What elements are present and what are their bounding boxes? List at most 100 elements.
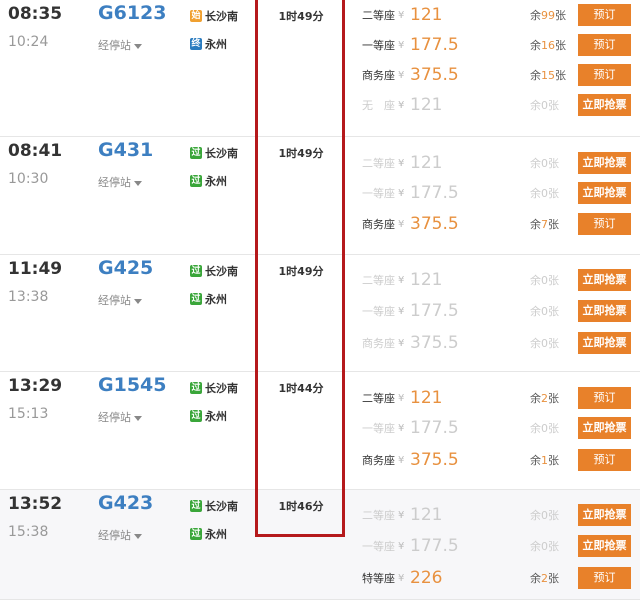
seat-price: 226 xyxy=(410,568,443,588)
seat-class: 一等座 xyxy=(362,540,395,553)
tickets-left-count: 1 xyxy=(541,454,548,467)
station-badge-icon: 过 xyxy=(190,147,202,159)
stops-dropdown[interactable]: 经停站 xyxy=(98,174,142,190)
train-row[interactable]: 11:49 13:38 G425 经停站 过长沙南 过永州 1时49分 二等座 … xyxy=(0,255,640,372)
tickets-left-count: 0 xyxy=(541,274,548,287)
seat-option: 商务座 ¥ 375.5 余7张 预订 xyxy=(362,213,640,235)
train-row[interactable]: 08:41 10:30 G431 经停站 过长沙南 过永州 1时49分 二等座 … xyxy=(0,137,640,255)
tickets-left: 余0张 xyxy=(530,155,610,171)
station-badge-icon: 过 xyxy=(190,293,202,305)
train-row[interactable]: 13:29 15:13 G1545 经停站 过长沙南 过永州 1时44分 二等座… xyxy=(0,372,640,490)
seat-class: 二等座 xyxy=(362,274,395,287)
to-station-name: 永州 xyxy=(205,175,227,188)
grab-ticket-button[interactable]: 立即抢票 xyxy=(578,504,631,526)
from-station: 始长沙南 xyxy=(190,8,238,24)
train-number-link[interactable]: G425 xyxy=(98,257,154,279)
tickets-left: 余0张 xyxy=(530,335,610,351)
seat-class: 无 座 xyxy=(362,99,395,112)
seat-price: 375.5 xyxy=(410,214,459,234)
grab-ticket-button[interactable]: 立即抢票 xyxy=(578,94,631,116)
tickets-left: 余0张 xyxy=(530,97,610,113)
seat-option: 一等座 ¥ 177.5 余0张 立即抢票 xyxy=(362,182,640,204)
yen-symbol: ¥ xyxy=(398,337,405,349)
tickets-left: 余16张 xyxy=(530,37,610,53)
stops-dropdown[interactable]: 经停站 xyxy=(98,37,142,53)
stops-label: 经停站 xyxy=(98,39,131,52)
tickets-left-suffix: 张 xyxy=(548,157,559,170)
tickets-left-suffix: 张 xyxy=(548,422,559,435)
seat-price: 121 xyxy=(410,95,443,115)
tickets-left-count: 15 xyxy=(541,69,555,82)
train-row[interactable]: 13:52 15:38 G423 经停站 过长沙南 过永州 1时46分 二等座 … xyxy=(0,490,640,600)
to-station: 过永州 xyxy=(190,173,227,189)
grab-ticket-button[interactable]: 立即抢票 xyxy=(578,182,631,204)
yen-symbol: ¥ xyxy=(398,392,405,404)
stops-label: 经停站 xyxy=(98,529,131,542)
stops-dropdown[interactable]: 经停站 xyxy=(98,292,142,308)
stops-dropdown[interactable]: 经停站 xyxy=(98,527,142,543)
from-station: 过长沙南 xyxy=(190,263,238,279)
station-badge-icon: 终 xyxy=(190,38,202,50)
tickets-left-prefix: 余 xyxy=(530,509,541,522)
train-row[interactable]: 08:35 10:24 G6123 经停站 始长沙南 终永州 1时49分 二等座… xyxy=(0,0,640,137)
from-station-name: 长沙南 xyxy=(205,10,238,23)
seat-option: 一等座 ¥ 177.5 余16张 预订 xyxy=(362,34,640,56)
duration: 1时44分 xyxy=(278,382,324,395)
tickets-left-suffix: 张 xyxy=(548,540,559,553)
tickets-left: 余1张 xyxy=(530,452,610,468)
book-button[interactable]: 预订 xyxy=(578,4,631,26)
tickets-left-count: 0 xyxy=(541,157,548,170)
tickets-left-count: 0 xyxy=(541,422,548,435)
grab-ticket-button[interactable]: 立即抢票 xyxy=(578,332,631,354)
grab-ticket-button[interactable]: 立即抢票 xyxy=(578,152,631,174)
seat-class: 一等座 xyxy=(362,305,395,318)
train-number-link[interactable]: G6123 xyxy=(98,2,167,24)
train-number-link[interactable]: G431 xyxy=(98,139,154,161)
station-badge-icon: 过 xyxy=(190,175,202,187)
book-button[interactable]: 预订 xyxy=(578,34,631,56)
train-number-link[interactable]: G1545 xyxy=(98,374,167,396)
seat-class: 一等座 xyxy=(362,422,395,435)
seat-price: 375.5 xyxy=(410,65,459,85)
seat-option: 二等座 ¥ 121 余99张 预订 xyxy=(362,4,640,26)
seat-option: 一等座 ¥ 177.5 余0张 立即抢票 xyxy=(362,300,640,322)
book-button[interactable]: 预订 xyxy=(578,213,631,235)
seat-price: 177.5 xyxy=(410,183,459,203)
tickets-left-suffix: 张 xyxy=(548,392,559,405)
yen-symbol: ¥ xyxy=(398,305,405,317)
tickets-left-count: 7 xyxy=(541,218,548,231)
seat-class: 商务座 xyxy=(362,454,395,467)
from-station-name: 长沙南 xyxy=(205,500,238,513)
seat-option: 一等座 ¥ 177.5 余0张 立即抢票 xyxy=(362,535,640,557)
arrival-time: 10:30 xyxy=(8,171,49,187)
seat-class: 一等座 xyxy=(362,39,395,52)
grab-ticket-button[interactable]: 立即抢票 xyxy=(578,269,631,291)
tickets-left-prefix: 余 xyxy=(530,9,541,22)
stops-dropdown[interactable]: 经停站 xyxy=(98,409,142,425)
from-station: 过长沙南 xyxy=(190,380,238,396)
tickets-left: 余0张 xyxy=(530,272,610,288)
grab-ticket-button[interactable]: 立即抢票 xyxy=(578,417,631,439)
tickets-left-suffix: 张 xyxy=(548,274,559,287)
book-button[interactable]: 预订 xyxy=(578,567,631,589)
book-button[interactable]: 预订 xyxy=(578,387,631,409)
to-station: 过永州 xyxy=(190,526,227,542)
tickets-left: 余99张 xyxy=(530,7,610,23)
seat-class: 特等座 xyxy=(362,572,395,585)
seat-price: 375.5 xyxy=(410,450,459,470)
departure-time: 11:49 xyxy=(8,259,63,279)
tickets-left-prefix: 余 xyxy=(530,218,541,231)
seat-option: 二等座 ¥ 121 余2张 预订 xyxy=(362,387,640,409)
caret-down-icon xyxy=(134,180,142,186)
from-station-name: 长沙南 xyxy=(205,265,238,278)
yen-symbol: ¥ xyxy=(398,540,405,552)
train-number-link[interactable]: G423 xyxy=(98,492,154,514)
grab-ticket-button[interactable]: 立即抢票 xyxy=(578,300,631,322)
tickets-left-count: 2 xyxy=(541,392,548,405)
book-button[interactable]: 预订 xyxy=(578,449,631,471)
book-button[interactable]: 预订 xyxy=(578,64,631,86)
tickets-left-suffix: 张 xyxy=(555,39,566,52)
grab-ticket-button[interactable]: 立即抢票 xyxy=(578,535,631,557)
tickets-left-prefix: 余 xyxy=(530,187,541,200)
caret-down-icon xyxy=(134,43,142,49)
